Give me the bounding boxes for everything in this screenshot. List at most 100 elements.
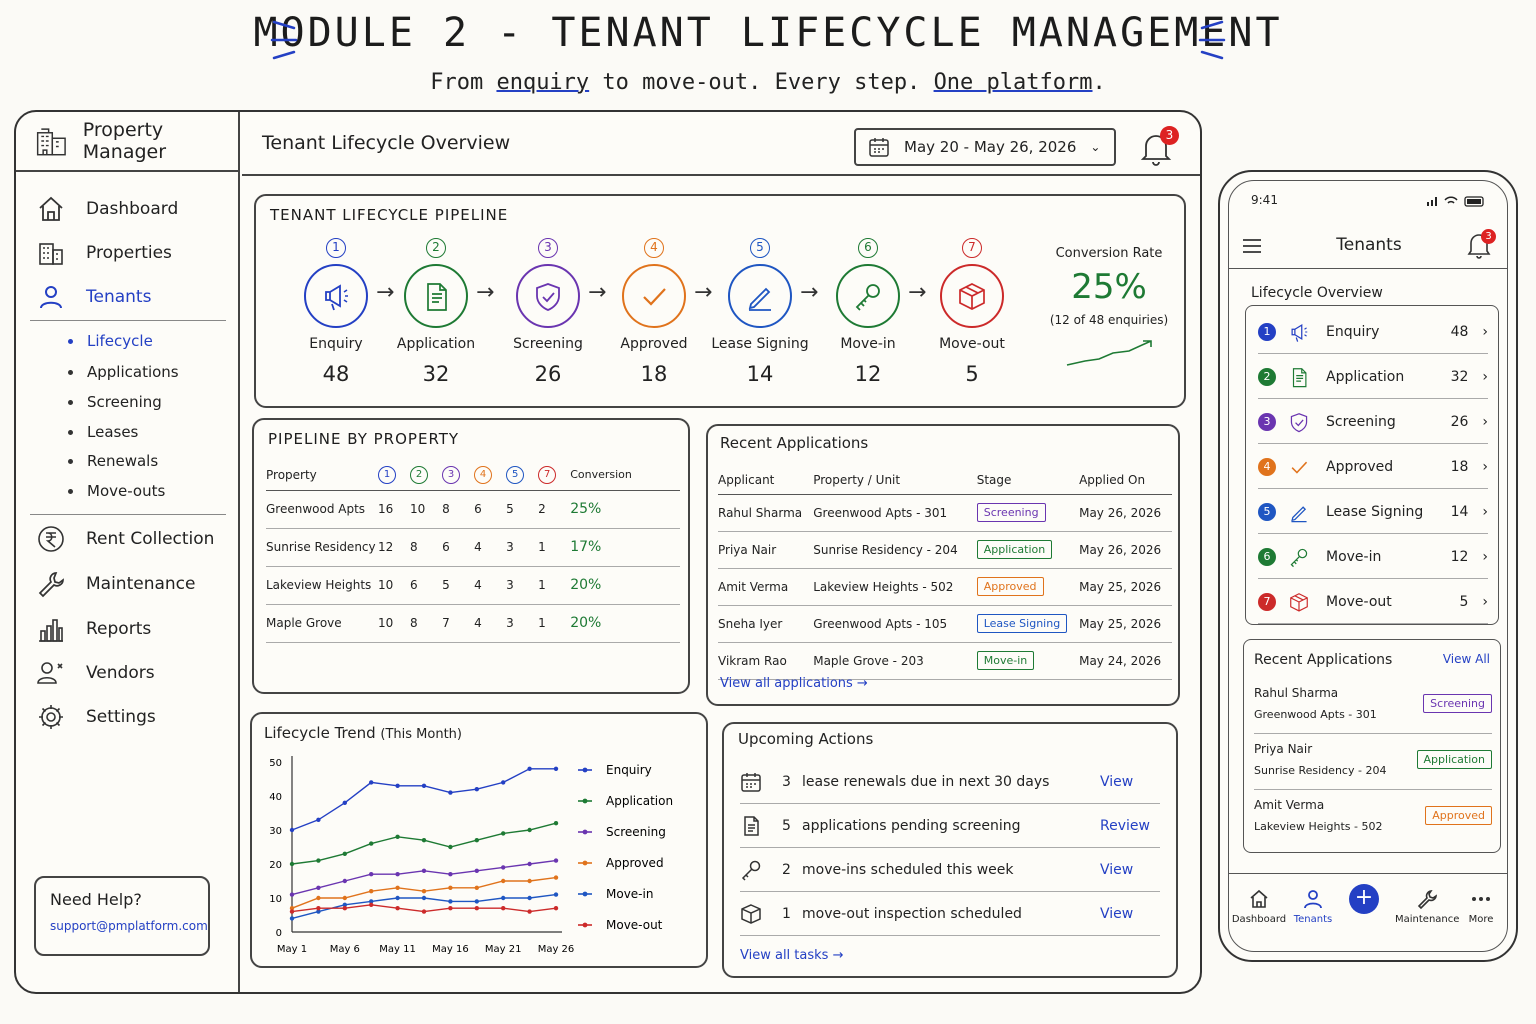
tab-dashboard[interactable]: Dashboard — [1231, 888, 1287, 925]
pipeline-stage-lease-signing[interactable]: 5 Lease Signing 14 — [710, 238, 810, 386]
status-badge: Move-in — [976, 651, 1035, 670]
action-count: 2 — [782, 861, 791, 878]
mobile-notifications-button[interactable]: 3 — [1467, 229, 1497, 261]
pipeline-stage-application[interactable]: 2 Application 32 — [386, 238, 486, 386]
data-point — [342, 878, 347, 884]
col-header: 5 — [506, 460, 538, 490]
table-row[interactable]: Amit Verma Lakeview Heights - 502 Approved… — [718, 568, 1172, 605]
action-text: move-ins scheduled this week — [802, 861, 1014, 878]
mobile-recent-item[interactable]: Priya Nair Sunrise Residency - 204 Applica… — [1254, 742, 1492, 790]
calendar-icon — [741, 772, 761, 792]
action-link[interactable]: View — [1100, 861, 1134, 878]
table-row[interactable]: Vikram Rao Maple Grove - 203 Move-in May 24… — [718, 642, 1172, 679]
view-all-tasks-link[interactable]: View all tasks → — [740, 948, 844, 963]
sidebar-subitem-lifecycle[interactable]: Lifecycle — [68, 332, 153, 350]
stage-count: 8 — [442, 502, 450, 516]
stage-number: 5 — [1258, 502, 1276, 521]
property-unit: Greenwood Apts - 301 — [1254, 708, 1377, 721]
tab-label: Dashboard — [1231, 914, 1287, 925]
stage-number: 2 — [1258, 367, 1276, 386]
pipeline-stage-move-out[interactable]: 7 Move-out 5 — [922, 238, 1022, 386]
conversion-value: 20% — [570, 577, 602, 593]
mobile-lifecycle-row[interactable]: 1 Enquiry 48 › — [1258, 310, 1488, 354]
data-point — [421, 868, 427, 873]
sidebar-item-settings[interactable]: Settings — [36, 702, 156, 732]
col-header: 1 — [378, 460, 410, 490]
mobile-lifecycle-row[interactable]: 4 Approved 18 › — [1258, 445, 1488, 489]
property-name: Lakeview Heights — [266, 578, 372, 592]
mobile-recent-item[interactable]: Rahul Sharma Greenwood Apts - 301 Screenin… — [1254, 686, 1492, 734]
table-header: Property 1 2 3 4 5 7 Conversion — [266, 460, 680, 490]
tab-maintenance[interactable]: Maintenance — [1395, 888, 1459, 925]
table-row[interactable]: Priya Nair Sunrise Residency - 204 Applica… — [718, 531, 1172, 568]
mobile-lifecycle-row[interactable]: 3 Screening 26 › — [1258, 400, 1488, 444]
date-range-value: May 20 - May 26, 2026 — [904, 138, 1077, 156]
action-link[interactable]: Review — [1100, 817, 1150, 834]
mobile-lifecycle-row[interactable]: 7 Move-out 5 › — [1258, 580, 1488, 624]
menu-icon[interactable] — [1241, 237, 1263, 255]
legend-label: Move-out — [606, 918, 663, 932]
mobile-lifecycle-row[interactable]: 2 Application 32 › — [1258, 355, 1488, 399]
view-all-applications-link[interactable]: View all applications → — [720, 676, 868, 691]
sidebar-item-tenants[interactable]: Tenants — [36, 282, 151, 312]
rupee-icon — [38, 526, 64, 552]
stage-icon-circle — [622, 264, 686, 328]
pipeline-stage-screening[interactable]: 3 Screening 26 — [498, 238, 598, 386]
table-row[interactable]: Rahul Sharma Greenwood Apts - 301 Screenin… — [718, 494, 1172, 531]
sidebar-subitem-screening[interactable]: Screening — [68, 393, 162, 411]
chevron-right-icon: › — [1482, 458, 1488, 475]
add-button[interactable]: + — [1349, 884, 1379, 914]
help-email-link[interactable]: support@pmplatform.com — [50, 919, 208, 933]
tab-label: Maintenance — [1395, 914, 1460, 925]
trend-subtitle: (This Month) — [380, 727, 462, 742]
date-range-picker[interactable]: May 20 - May 26, 2026 ⌄ — [854, 128, 1116, 166]
pipeline-stage-move-in[interactable]: 6 Move-in 12 — [818, 238, 918, 386]
mobile-lifecycle-row[interactable]: 6 Move-in 12 › — [1258, 535, 1488, 579]
sidebar-subitem-label: Leases — [87, 423, 139, 441]
sidebar-item-dashboard[interactable]: Dashboard — [36, 194, 178, 224]
sidebar-subitem-applications[interactable]: Applications — [68, 363, 179, 381]
sidebar-subitem-renewals[interactable]: Renewals — [68, 452, 158, 470]
sidebar-item-vendors[interactable]: Vendors — [36, 658, 155, 688]
stage-label: Approved — [1326, 458, 1394, 475]
data-point — [501, 906, 506, 911]
table-row[interactable]: Sneha Iyer Greenwood Apts - 105 Lease Sign… — [718, 605, 1172, 642]
conversion-value: 25% — [570, 501, 602, 517]
action-item: 2 move-ins scheduled this week View — [740, 848, 1160, 892]
bullet — [68, 338, 73, 344]
tab-more[interactable]: More — [1459, 888, 1503, 925]
property-unit: Greenwood Apts - 105 — [813, 616, 948, 631]
tab-tenants[interactable]: Tenants — [1285, 888, 1341, 925]
mobile-view-all-link[interactable]: View All — [1442, 652, 1490, 666]
pipeline-stage-enquiry[interactable]: 1 Enquiry 48 — [286, 238, 386, 386]
chevron-right-icon: › — [1482, 593, 1488, 610]
page-subtitle: From enquiry to move-out. Every step. On… — [0, 70, 1536, 95]
data-point — [369, 889, 374, 894]
vendors-icon — [37, 662, 63, 684]
data-point — [553, 875, 559, 880]
mobile-recent-title: Recent Applications — [1254, 652, 1393, 668]
y-tick-label: 40 — [269, 792, 282, 803]
sidebar-subitem-move-outs[interactable]: Move-outs — [68, 482, 165, 500]
mobile-device: 9:41 Tenants 3 Lifecycle Overview 1 Enqui… — [1218, 170, 1518, 962]
data-point — [501, 865, 506, 870]
sidebar-item-rent-collection[interactable]: Rent Collection — [36, 524, 214, 554]
applicant-name: Priya Nair — [718, 542, 777, 557]
brand-name: Property Manager — [82, 119, 167, 163]
sidebar-item-reports[interactable]: Reports — [36, 614, 151, 644]
notifications-button[interactable]: 3 — [1140, 126, 1180, 170]
stage-3-badge: 3 — [442, 465, 461, 484]
sidebar-item-maintenance[interactable]: Maintenance — [36, 569, 195, 599]
pipeline-stage-approved[interactable]: 4 Approved 18 — [604, 238, 704, 386]
sidebar-subitem-leases[interactable]: Leases — [68, 423, 138, 441]
action-link[interactable]: View — [1100, 773, 1134, 790]
mobile-lifecycle-row[interactable]: 5 Lease Signing 14 › — [1258, 490, 1488, 534]
table-header: Applicant Property / Unit Stage Applied … — [718, 466, 1172, 494]
sidebar-item-properties[interactable]: Properties — [36, 238, 172, 268]
action-link[interactable]: View — [1100, 905, 1134, 922]
action-count: 5 — [782, 817, 791, 834]
sidebar-subitem-label: Screening — [87, 393, 162, 411]
data-point — [316, 817, 321, 822]
mobile-recent-item[interactable]: Amit Verma Lakeview Heights - 502 Approved — [1254, 798, 1492, 846]
tab-label: More — [1468, 914, 1494, 925]
